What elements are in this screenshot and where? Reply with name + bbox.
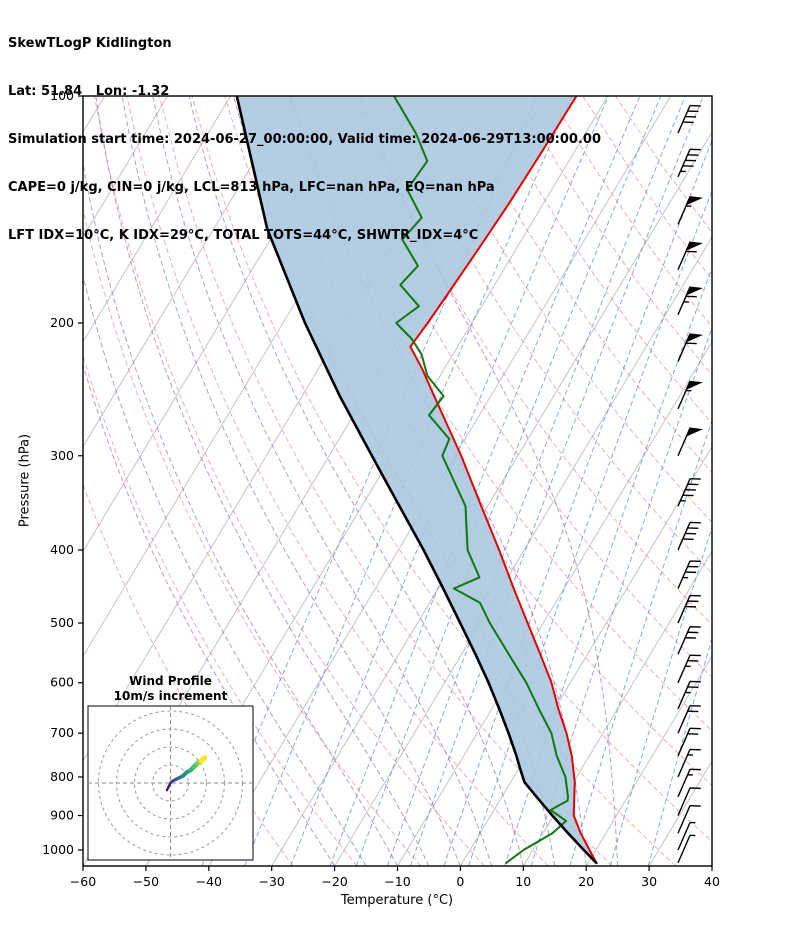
hodograph-trace-segment	[198, 755, 208, 765]
x-tick-label: −30	[259, 874, 285, 889]
x-tick-label: 0	[456, 874, 464, 889]
chart-location: Lat: 51.84 Lon: -1.32	[8, 84, 170, 99]
x-tick-label: −40	[196, 874, 222, 889]
x-tick-label: −20	[321, 874, 347, 889]
x-tick-label: −60	[70, 874, 96, 889]
y-tick-label: 300	[50, 448, 74, 463]
x-tick-label: −50	[133, 874, 159, 889]
hodograph-title-line1: Wind Profile	[129, 674, 212, 688]
chart-indices-line2: LFT IDX=10°C, K IDX=29°C, TOTAL TOTS=44°…	[8, 228, 479, 243]
wind-barbs	[677, 96, 703, 864]
y-tick-label: 1000	[42, 842, 74, 857]
hodograph-inset	[87, 705, 254, 861]
y-tick-label: 800	[50, 769, 74, 784]
x-axis-label: Temperature (°C)	[340, 893, 454, 908]
hodograph-ring	[98, 710, 243, 856]
x-tick-label: 40	[704, 874, 720, 889]
plot-area	[83, 96, 712, 866]
hodograph-ring	[134, 746, 207, 820]
temperature-line	[409, 96, 598, 864]
chart-header: SkewTLogP Kidlington Lat: 51.84 Lon: -1.…	[8, 4, 601, 276]
y-tick-label: 200	[50, 315, 74, 330]
y-tick-label: 500	[50, 615, 74, 630]
chart-indices-line1: CAPE=0 j/kg, CIN=0 j/kg, LCL=813 hPa, LF…	[8, 180, 495, 195]
cape-cin-shaded-region	[236, 96, 597, 863]
hodograph-title-line2: 10m/s increment	[113, 689, 228, 703]
y-tick-label: 600	[50, 675, 74, 690]
hodograph-ring	[152, 764, 189, 802]
x-tick-label: 10	[515, 874, 531, 889]
chart-times: Simulation start time: 2024-06-27_00:00:…	[8, 132, 601, 147]
parcel-line	[235, 96, 598, 865]
y-tick-label: 100	[50, 88, 74, 103]
y-tick-label: 900	[50, 808, 74, 823]
hodograph-ring	[116, 728, 225, 838]
hodograph-title: Wind Profile 10m/s increment	[88, 674, 253, 704]
y-tick-label: 400	[50, 542, 74, 557]
y-tick-label: 700	[50, 725, 74, 740]
axis-ticks: −60 −50 −40 −30 −20 −10 0 10 20 30 40 100 200 300 400 5…	[42, 88, 720, 889]
x-tick-label: −10	[384, 874, 410, 889]
dewpoint-line	[393, 96, 569, 864]
x-tick-label: 20	[578, 874, 594, 889]
chart-title: SkewTLogP Kidlington	[8, 36, 172, 51]
x-tick-label: 30	[641, 874, 657, 889]
y-axis-label: Pressure (hPa)	[17, 433, 33, 528]
